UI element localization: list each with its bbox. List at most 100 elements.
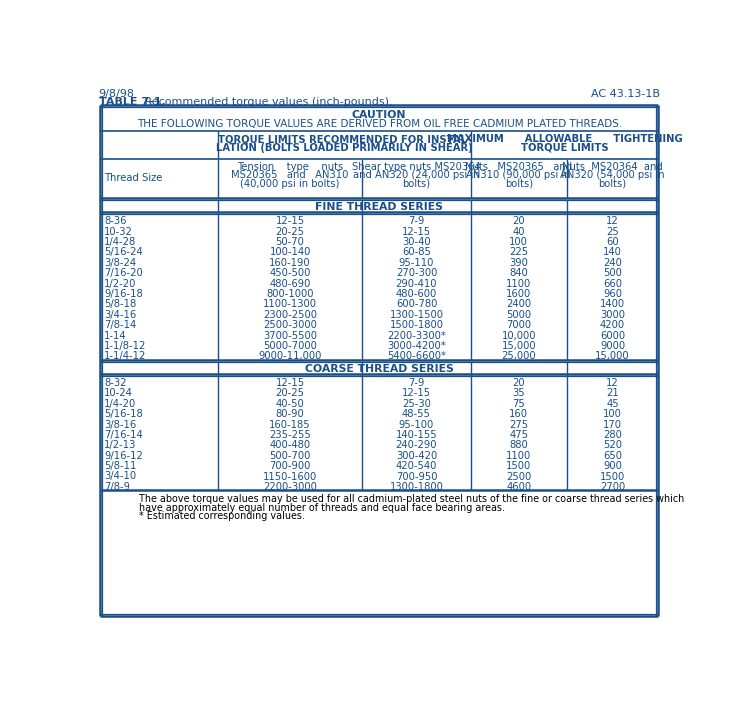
Text: TABLE 7-1.: TABLE 7-1. (98, 97, 166, 108)
Text: 840: 840 (509, 268, 528, 278)
Text: 40-50: 40-50 (276, 399, 304, 409)
Text: 400-480: 400-480 (269, 440, 311, 450)
Text: 1300-1800: 1300-1800 (389, 482, 443, 492)
Text: 15,000: 15,000 (502, 341, 536, 351)
Text: 21: 21 (606, 389, 619, 399)
Text: 520: 520 (603, 440, 622, 450)
Text: 7-9: 7-9 (408, 216, 425, 227)
Text: 12-15: 12-15 (275, 216, 305, 227)
Text: 7/16-20: 7/16-20 (104, 268, 143, 278)
Text: TORQUE LIMITS: TORQUE LIMITS (521, 143, 608, 153)
Text: 3700-5500: 3700-5500 (263, 331, 317, 341)
Text: 30-40: 30-40 (402, 237, 431, 247)
Text: 475: 475 (509, 430, 528, 440)
Text: (40,000 psi in bolts): (40,000 psi in bolts) (240, 179, 340, 189)
Text: 1100: 1100 (506, 451, 531, 461)
Text: 290-410: 290-410 (396, 279, 437, 289)
Text: 5400-6600*: 5400-6600* (387, 351, 446, 361)
Text: 5/8-18: 5/8-18 (104, 299, 136, 309)
Text: 3/4-10: 3/4-10 (104, 472, 136, 481)
Text: 25: 25 (606, 227, 619, 236)
Text: MS20365   and   AN310: MS20365 and AN310 (232, 171, 349, 181)
Text: 160: 160 (509, 409, 528, 419)
Text: 1150-1600: 1150-1600 (263, 472, 317, 481)
Text: 160-190: 160-190 (269, 258, 311, 268)
Text: 2200-3300*: 2200-3300* (387, 331, 446, 341)
Text: * Estimated corresponding values.: * Estimated corresponding values. (139, 511, 305, 521)
Text: 2700: 2700 (600, 482, 625, 492)
Text: 700-950: 700-950 (396, 472, 437, 481)
Text: 140: 140 (603, 247, 622, 258)
Text: Recommended torque values (inch-pounds).: Recommended torque values (inch-pounds). (141, 97, 392, 108)
Text: 1/2-13: 1/2-13 (104, 440, 136, 450)
Text: 650: 650 (603, 451, 622, 461)
Text: 480-600: 480-600 (396, 289, 437, 299)
Text: 48-55: 48-55 (402, 409, 431, 419)
Text: 20-25: 20-25 (275, 227, 305, 236)
Text: bolts): bolts) (403, 179, 431, 189)
Text: 300-420: 300-420 (396, 451, 437, 461)
Text: 1500-1800: 1500-1800 (389, 320, 443, 330)
Text: 6000: 6000 (600, 331, 625, 341)
Text: 660: 660 (603, 279, 622, 289)
Text: 1100: 1100 (506, 279, 531, 289)
Text: 140-155: 140-155 (396, 430, 437, 440)
Text: 960: 960 (603, 289, 622, 299)
Text: 1-1/8-12: 1-1/8-12 (104, 341, 147, 351)
Text: 9/16-18: 9/16-18 (104, 289, 143, 299)
Text: AC 43.13-1B: AC 43.13-1B (591, 88, 660, 99)
Text: 75: 75 (512, 399, 525, 409)
Text: 40: 40 (513, 227, 525, 236)
Text: 3/8-24: 3/8-24 (104, 258, 136, 268)
Text: 275: 275 (509, 420, 528, 430)
Text: Tension    type    nuts: Tension type nuts (237, 162, 343, 172)
Text: 80-90: 80-90 (276, 409, 304, 419)
Text: 225: 225 (509, 247, 528, 258)
Text: 5000: 5000 (506, 310, 531, 320)
Text: 100: 100 (509, 237, 528, 247)
Text: Nuts  MS20364  and: Nuts MS20364 and (562, 162, 663, 172)
Text: 5/16-24: 5/16-24 (104, 247, 143, 258)
Text: 7/8-9: 7/8-9 (104, 482, 130, 492)
Text: 170: 170 (603, 420, 622, 430)
Text: 60-85: 60-85 (402, 247, 431, 258)
Text: 2300-2500: 2300-2500 (263, 310, 317, 320)
Text: 1-1/4-12: 1-1/4-12 (104, 351, 147, 361)
Text: 1600: 1600 (506, 289, 531, 299)
Text: 3/8-16: 3/8-16 (104, 420, 136, 430)
Text: 2200-3000: 2200-3000 (263, 482, 317, 492)
Text: 1400: 1400 (600, 299, 625, 309)
Text: 5/8-11: 5/8-11 (104, 461, 136, 471)
Text: 1/4-28: 1/4-28 (104, 237, 136, 247)
Text: 20-25: 20-25 (275, 389, 305, 399)
Text: 5/16-18: 5/16-18 (104, 409, 143, 419)
Text: 25,000: 25,000 (502, 351, 536, 361)
Text: TORQUE LIMITS RECOMMENDED FOR INSTAL-: TORQUE LIMITS RECOMMENDED FOR INSTAL- (218, 135, 471, 144)
Text: 45: 45 (606, 399, 619, 409)
Text: 600-780: 600-780 (396, 299, 437, 309)
Text: 12-15: 12-15 (275, 378, 305, 388)
Text: 7000: 7000 (506, 320, 531, 330)
Text: The above torque values may be used for all cadmium-plated steel nuts of the fin: The above torque values may be used for … (139, 494, 685, 504)
Text: 9000-11,000: 9000-11,000 (258, 351, 322, 361)
Text: 270-300: 270-300 (396, 268, 437, 278)
Text: AN320 (54,000 psi in: AN320 (54,000 psi in (560, 171, 665, 181)
Text: 880: 880 (509, 440, 528, 450)
Text: 12-15: 12-15 (402, 227, 431, 236)
Text: 480-690: 480-690 (269, 279, 311, 289)
Text: Shear type nuts MS20364: Shear type nuts MS20364 (352, 162, 481, 172)
Text: FINE THREAD SERIES: FINE THREAD SERIES (315, 202, 443, 212)
Text: 12: 12 (606, 378, 619, 388)
Text: 10,000: 10,000 (502, 331, 536, 341)
Text: 25-30: 25-30 (402, 399, 431, 409)
Text: 3000-4200*: 3000-4200* (387, 341, 445, 351)
Text: COARSE THREAD SERIES: COARSE THREAD SERIES (305, 364, 454, 374)
Text: 7-9: 7-9 (408, 378, 425, 388)
Text: 500: 500 (603, 268, 622, 278)
Text: 10-32: 10-32 (104, 227, 133, 236)
Text: 9/8/98: 9/8/98 (98, 88, 135, 99)
Text: 4200: 4200 (600, 320, 625, 330)
Text: and AN320 (24,000 psi in: and AN320 (24,000 psi in (353, 171, 480, 181)
Text: 20: 20 (512, 378, 525, 388)
Text: 450-500: 450-500 (269, 268, 311, 278)
